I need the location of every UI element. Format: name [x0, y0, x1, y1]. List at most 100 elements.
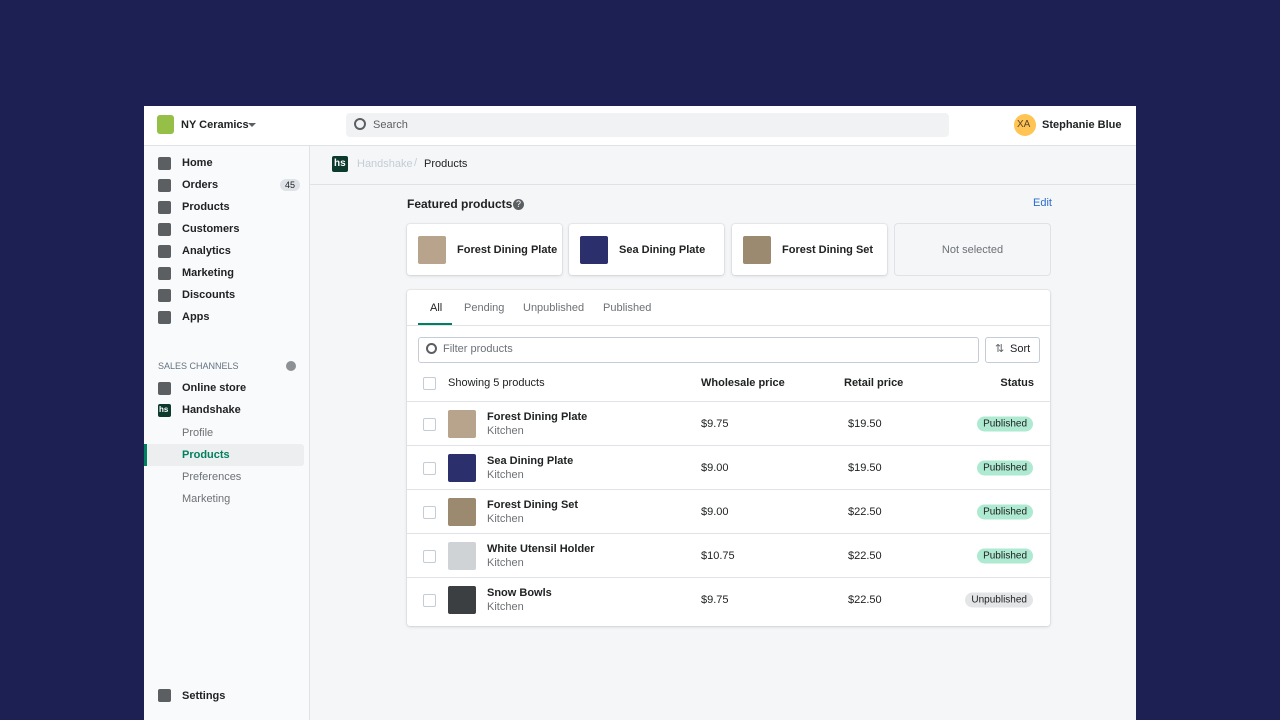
sub-item[interactable]: Products	[182, 449, 230, 461]
section-title: SALES CHANNELS	[158, 361, 239, 371]
row-divider	[407, 577, 1050, 578]
retail-price: $22.50	[848, 506, 882, 518]
wholesale-price: $10.75	[701, 550, 735, 562]
featured-thumb	[418, 236, 446, 264]
edit-link[interactable]: Edit	[1033, 197, 1052, 209]
filter-placeholder: Filter products	[443, 343, 513, 355]
product-name[interactable]: Snow Bowls	[487, 587, 552, 599]
nav-item[interactable]: Home	[182, 157, 213, 169]
avatar[interactable]	[1014, 114, 1036, 136]
wholesale-price: $9.75	[701, 594, 729, 606]
row-checkbox[interactable]	[423, 506, 436, 519]
settings-icon	[158, 689, 171, 702]
row-divider	[407, 445, 1050, 446]
select-all[interactable]	[423, 377, 436, 390]
product-type: Kitchen	[487, 601, 524, 613]
channel[interactable]: Online store	[182, 382, 247, 394]
user-name[interactable]: Stephanie Blue	[1042, 119, 1122, 131]
tab[interactable]: All	[430, 302, 443, 314]
search-bar[interactable]	[346, 113, 949, 137]
channel-icon	[158, 404, 171, 417]
nav-item[interactable]: Discounts	[182, 289, 236, 301]
active-bar	[144, 444, 147, 466]
sort-label: Sort	[1010, 343, 1031, 355]
shop-logo	[157, 115, 174, 134]
settings[interactable]: Settings	[182, 690, 226, 702]
featured-name: Forest Dining Plate	[457, 244, 558, 256]
sort-button[interactable]	[985, 337, 1040, 363]
nav-icon	[158, 179, 171, 192]
search-icon	[354, 118, 366, 130]
product-name[interactable]: Forest Dining Plate	[487, 411, 588, 423]
sub-item[interactable]: Preferences	[182, 471, 242, 483]
featured-card[interactable]	[895, 224, 1050, 275]
product-thumb	[448, 498, 476, 526]
column-header: Status	[1000, 377, 1034, 389]
wholesale-price: $9.00	[701, 462, 729, 474]
breadcrumb-bar	[310, 146, 1136, 185]
row-divider	[407, 489, 1050, 490]
filter-input[interactable]	[418, 337, 979, 363]
featured-name: Sea Dining Plate	[619, 244, 706, 256]
channel-icon	[158, 382, 171, 395]
product-thumb	[448, 454, 476, 482]
column-header: Showing 5 products	[448, 377, 545, 389]
add-channel[interactable]	[286, 361, 296, 371]
channel[interactable]: Handshake	[182, 404, 241, 416]
product-name[interactable]: Sea Dining Plate	[487, 455, 574, 467]
nav-icon	[158, 157, 171, 170]
retail-price: $22.50	[848, 594, 882, 606]
nav-item[interactable]: Analytics	[182, 245, 231, 257]
retail-price: $19.50	[848, 462, 882, 474]
status-badge: Published	[977, 416, 1033, 432]
store-name[interactable]: NY Ceramics	[181, 119, 249, 131]
dropdown-caret	[248, 123, 256, 131]
featured-name: Not selected	[941, 244, 1004, 256]
row-checkbox[interactable]	[423, 418, 436, 431]
bc-logo: hs	[334, 158, 346, 169]
sort-icon: ⇅	[995, 343, 1005, 355]
nav-item[interactable]: Orders	[182, 179, 219, 191]
channel-logo: hs	[159, 405, 169, 414]
help-icon[interactable]: ?	[513, 199, 524, 210]
tab[interactable]: Pending	[464, 302, 505, 314]
bc-logo-bg	[332, 156, 348, 172]
bc-sep: /	[414, 157, 418, 169]
product-name[interactable]: Forest Dining Set	[487, 499, 579, 511]
row-checkbox[interactable]	[423, 462, 436, 475]
row-divider	[407, 401, 1050, 402]
product-type: Kitchen	[487, 557, 524, 569]
sub-item[interactable]: Profile	[182, 427, 214, 439]
product-type: Kitchen	[487, 469, 524, 481]
featured-name: Forest Dining Set	[782, 244, 874, 256]
nav-item[interactable]: Products	[182, 201, 230, 213]
product-type: Kitchen	[487, 513, 524, 525]
nav-icon	[158, 201, 171, 214]
nav-item[interactable]: Customers	[182, 223, 240, 235]
search-placeholder: Search	[373, 119, 408, 131]
nav-icon	[158, 311, 171, 324]
bc-current: Products	[424, 158, 468, 170]
sub-item[interactable]: Marketing	[182, 493, 231, 505]
tab[interactable]: Published	[603, 302, 652, 314]
nav-item[interactable]: Marketing	[182, 267, 234, 279]
status-badge: Published	[977, 548, 1033, 564]
row-divider	[407, 533, 1050, 534]
bc-parent[interactable]: Handshake	[357, 158, 413, 170]
product-thumb	[448, 542, 476, 570]
filter-icon	[426, 343, 437, 354]
product-name[interactable]: White Utensil Holder	[487, 543, 595, 555]
column-header: Wholesale price	[701, 377, 785, 389]
row-checkbox[interactable]	[423, 594, 436, 607]
nav-item[interactable]: Apps	[182, 311, 210, 323]
status-badge: Unpublished	[965, 592, 1033, 608]
nav-icon	[158, 223, 171, 236]
tab[interactable]: Unpublished	[523, 302, 585, 314]
status-badge: Published	[977, 504, 1033, 520]
wholesale-price: $9.75	[701, 418, 729, 430]
product-thumb	[448, 410, 476, 438]
tab-divider	[407, 325, 1050, 326]
column-header: Retail price	[844, 377, 904, 389]
row-checkbox[interactable]	[423, 550, 436, 563]
